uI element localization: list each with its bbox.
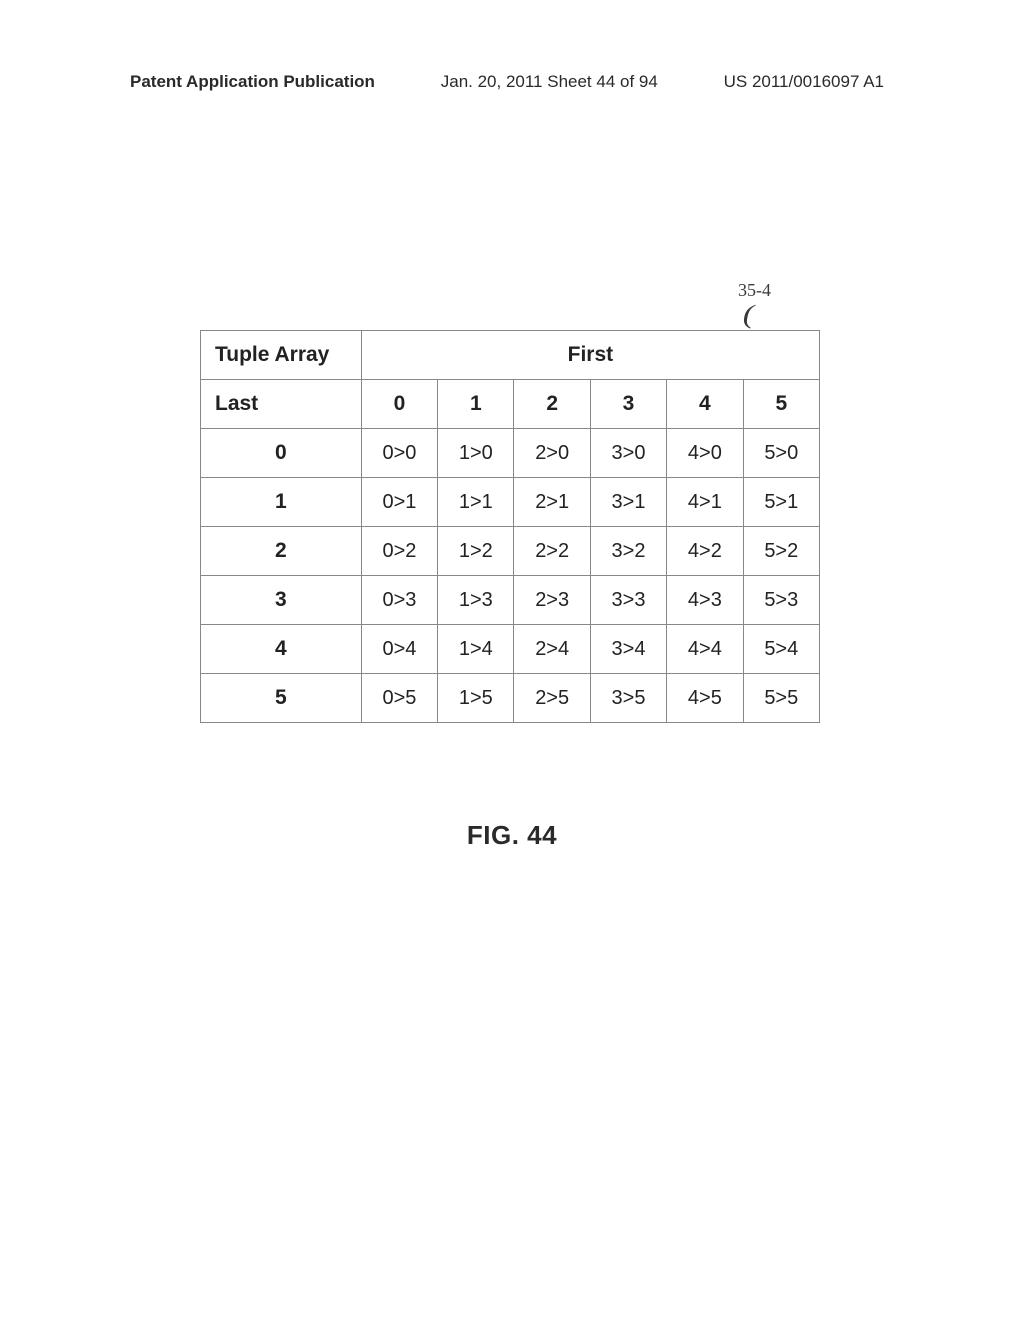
table-cell: 2>0: [514, 429, 590, 478]
col-header: 1: [438, 380, 514, 429]
table-cell: 1>4: [438, 625, 514, 674]
table-cell: 5>3: [743, 576, 819, 625]
table-cell: 4>2: [667, 527, 743, 576]
header-right: US 2011/0016097 A1: [724, 72, 884, 92]
reference-label: 35-4: [738, 280, 771, 301]
first-header: First: [361, 331, 819, 380]
col-header: 3: [590, 380, 666, 429]
table-row: 1 0>1 1>1 2>1 3>1 4>1 5>1: [201, 478, 820, 527]
table-cell: 3>0: [590, 429, 666, 478]
table-cell: 2>1: [514, 478, 590, 527]
table-cell: 1>5: [438, 674, 514, 723]
table-cell: 1>0: [438, 429, 514, 478]
table-cell: 5>5: [743, 674, 819, 723]
table-cell: 1>1: [438, 478, 514, 527]
row-header: 5: [201, 674, 362, 723]
table-cell: 3>5: [590, 674, 666, 723]
col-header: 4: [667, 380, 743, 429]
table-cell: 5>4: [743, 625, 819, 674]
table-cell: 2>2: [514, 527, 590, 576]
col-header: 0: [361, 380, 437, 429]
table-cell: 5>2: [743, 527, 819, 576]
table-cell: 0>1: [361, 478, 437, 527]
row-header: 0: [201, 429, 362, 478]
row-header: 4: [201, 625, 362, 674]
table-cell: 1>3: [438, 576, 514, 625]
table-row: 0 0>0 1>0 2>0 3>0 4>0 5>0: [201, 429, 820, 478]
table-cell: 4>1: [667, 478, 743, 527]
tuple-array-table: Tuple Array First Last 0 1 2 3 4 5 0 0>0…: [200, 330, 820, 723]
table-row: 5 0>5 1>5 2>5 3>5 4>5 5>5: [201, 674, 820, 723]
table-cell: 0>0: [361, 429, 437, 478]
table-cell: 4>4: [667, 625, 743, 674]
table-cell: 3>4: [590, 625, 666, 674]
table-cell: 5>1: [743, 478, 819, 527]
last-header: Last: [201, 380, 362, 429]
tuple-array-header: Tuple Array: [201, 331, 362, 380]
table-cell: 5>0: [743, 429, 819, 478]
table-row: 3 0>3 1>3 2>3 3>3 4>3 5>3: [201, 576, 820, 625]
table-cell: 4>3: [667, 576, 743, 625]
table-cell: 4>5: [667, 674, 743, 723]
reference-paren-icon: (: [743, 300, 754, 330]
figure-caption: FIG. 44: [0, 820, 1024, 851]
table-cell: 3>2: [590, 527, 666, 576]
table-cell: 2>3: [514, 576, 590, 625]
table-cell: 0>2: [361, 527, 437, 576]
row-header: 1: [201, 478, 362, 527]
col-header: 2: [514, 380, 590, 429]
table-cell: 0>4: [361, 625, 437, 674]
table-row: 2 0>2 1>2 2>2 3>2 4>2 5>2: [201, 527, 820, 576]
table-cell: 2>4: [514, 625, 590, 674]
row-header: 2: [201, 527, 362, 576]
table-cell: 1>2: [438, 527, 514, 576]
table-cell: 0>3: [361, 576, 437, 625]
table-row: Tuple Array First: [201, 331, 820, 380]
header-left: Patent Application Publication: [130, 72, 375, 92]
table-cell: 2>5: [514, 674, 590, 723]
table-cell: 3>3: [590, 576, 666, 625]
table-cell: 0>5: [361, 674, 437, 723]
table-cell: 3>1: [590, 478, 666, 527]
table-row: Last 0 1 2 3 4 5: [201, 380, 820, 429]
table-row: 4 0>4 1>4 2>4 3>4 4>4 5>4: [201, 625, 820, 674]
row-header: 3: [201, 576, 362, 625]
col-header: 5: [743, 380, 819, 429]
tuple-array-table-wrap: Tuple Array First Last 0 1 2 3 4 5 0 0>0…: [200, 330, 820, 723]
table-cell: 4>0: [667, 429, 743, 478]
header-center: Jan. 20, 2011 Sheet 44 of 94: [441, 72, 658, 92]
page-header: Patent Application Publication Jan. 20, …: [0, 72, 1024, 92]
